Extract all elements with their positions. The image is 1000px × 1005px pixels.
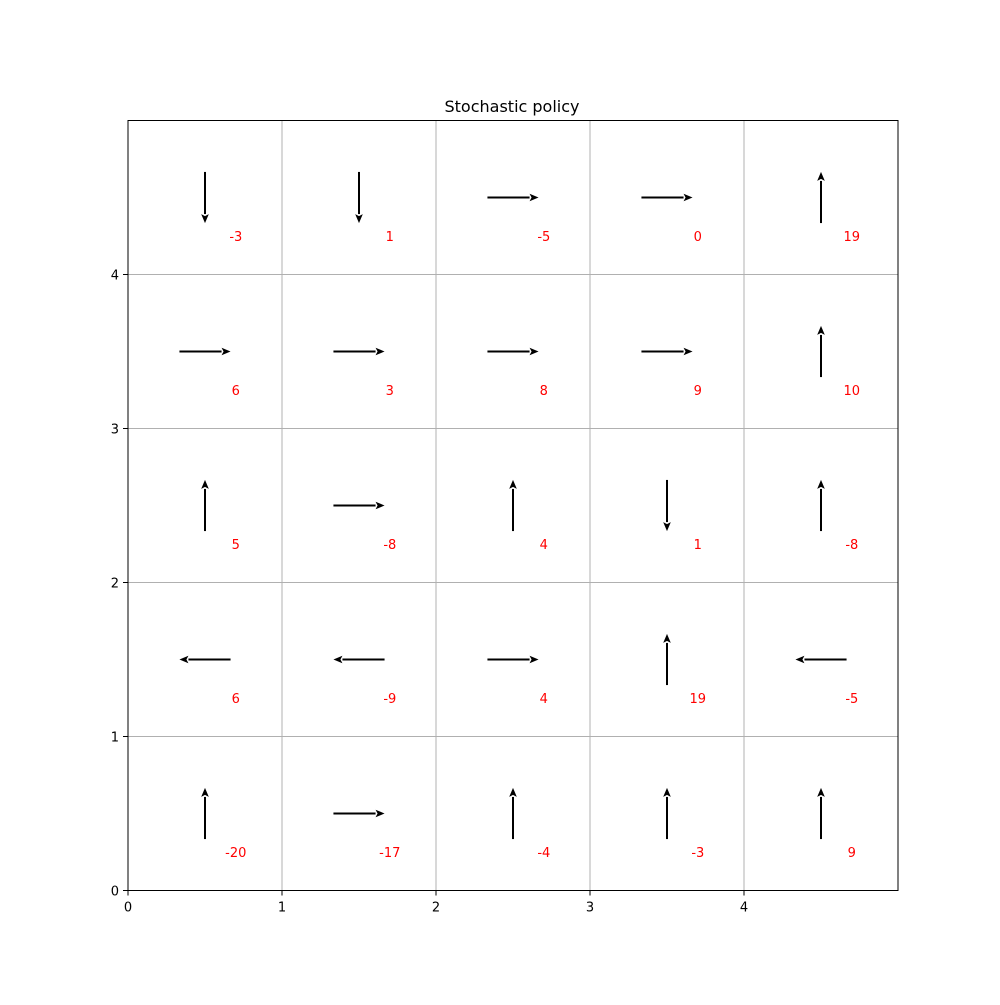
chart-title: Stochastic policy <box>445 97 580 116</box>
plot-frame <box>127 120 899 891</box>
arrow-head <box>817 787 825 797</box>
arrow-layer <box>179 171 847 840</box>
cell-value-label: 9 <box>848 846 856 861</box>
arrow-head <box>529 193 539 202</box>
arrow-left <box>333 655 385 664</box>
arrow-up <box>663 633 671 686</box>
cell-value-label: 19 <box>844 230 861 245</box>
arrow-head <box>333 655 343 664</box>
arrow-down <box>201 171 209 224</box>
cell-value-label: 6 <box>232 384 240 399</box>
cell-value-label: -3 <box>229 230 242 245</box>
arrow-head <box>221 347 231 356</box>
arrow-head <box>663 633 671 643</box>
cell-value-label: -4 <box>537 846 550 861</box>
arrow-head <box>817 325 825 335</box>
cell-value-label: -5 <box>845 692 858 707</box>
arrow-head <box>509 787 517 797</box>
arrow-head <box>179 655 189 664</box>
cell-value-label: 19 <box>690 692 707 707</box>
value-label-layer: -3 1 -5 0 19 6 3 8 9 10 5 -8 4 1 -8 6 -9 4 19 -5 -20 -17 -4 -3 9 <box>225 230 860 861</box>
arrow-up <box>509 787 517 840</box>
arrow-head <box>663 787 671 797</box>
arrow-right <box>487 347 539 356</box>
cell-value-label: 0 <box>694 230 702 245</box>
arrow-head <box>795 655 805 664</box>
arrow-right <box>333 501 385 510</box>
x-tick-label: 3 <box>586 901 594 916</box>
arrow-left <box>179 655 231 664</box>
arrow-head <box>683 347 693 356</box>
cell-value-label: -17 <box>379 846 400 861</box>
arrow-head <box>529 655 539 664</box>
arrow-up <box>817 479 825 532</box>
arrow-down <box>355 171 363 224</box>
cell-value-label: -5 <box>537 230 550 245</box>
cell-value-label: 4 <box>540 538 548 553</box>
x-tick-label: 4 <box>740 901 748 916</box>
arrow-head <box>375 501 385 510</box>
arrow-left <box>795 655 847 664</box>
x-tick-label: 2 <box>432 901 440 916</box>
cell-value-label: -3 <box>691 846 704 861</box>
y-tick-label: 2 <box>111 577 119 592</box>
cell-value-label: 10 <box>844 384 861 399</box>
arrow-down <box>663 479 671 532</box>
arrow-right <box>487 655 539 664</box>
arrow-head <box>201 479 209 489</box>
arrow-head <box>683 193 693 202</box>
y-tick-label: 3 <box>111 423 119 438</box>
cell-value-label: -8 <box>383 538 396 553</box>
cell-value-label: 1 <box>694 538 702 553</box>
arrow-head <box>375 809 385 818</box>
arrow-right <box>641 347 693 356</box>
cell-value-label: 8 <box>540 384 548 399</box>
arrow-up <box>817 325 825 378</box>
arrow-head <box>375 347 385 356</box>
arrow-right <box>333 347 385 356</box>
arrow-up <box>201 479 209 532</box>
cell-value-label: -20 <box>225 846 246 861</box>
cell-value-label: 9 <box>694 384 702 399</box>
axes: 0 1 2 3 4 0 1 2 3 4 <box>111 269 748 916</box>
arrow-right <box>333 809 385 818</box>
cell-value-label: -8 <box>845 538 858 553</box>
arrow-head <box>509 479 517 489</box>
arrow-up <box>817 787 825 840</box>
arrow-up <box>817 171 825 224</box>
x-tick-label: 1 <box>278 901 286 916</box>
arrow-right <box>487 193 539 202</box>
arrow-head <box>355 214 363 224</box>
arrow-head <box>663 522 671 532</box>
arrow-head <box>201 787 209 797</box>
cell-value-label: 6 <box>232 692 240 707</box>
arrow-head <box>529 347 539 356</box>
cell-value-label: 1 <box>386 230 394 245</box>
cell-value-label: -9 <box>383 692 396 707</box>
cell-value-label: 5 <box>232 538 240 553</box>
arrow-up <box>201 787 209 840</box>
cell-value-label: 4 <box>540 692 548 707</box>
x-tick-label: 0 <box>124 901 132 916</box>
y-tick-label: 1 <box>111 731 119 746</box>
cell-value-label: 3 <box>386 384 394 399</box>
arrow-right <box>641 193 693 202</box>
arrow-up <box>663 787 671 840</box>
arrow-head <box>201 214 209 224</box>
grid-layer <box>128 120 898 891</box>
arrow-head <box>817 479 825 489</box>
arrow-right <box>179 347 231 356</box>
y-tick-label: 0 <box>111 885 119 900</box>
y-tick-label: 4 <box>111 269 119 284</box>
arrow-up <box>509 479 517 532</box>
arrow-head <box>817 171 825 181</box>
